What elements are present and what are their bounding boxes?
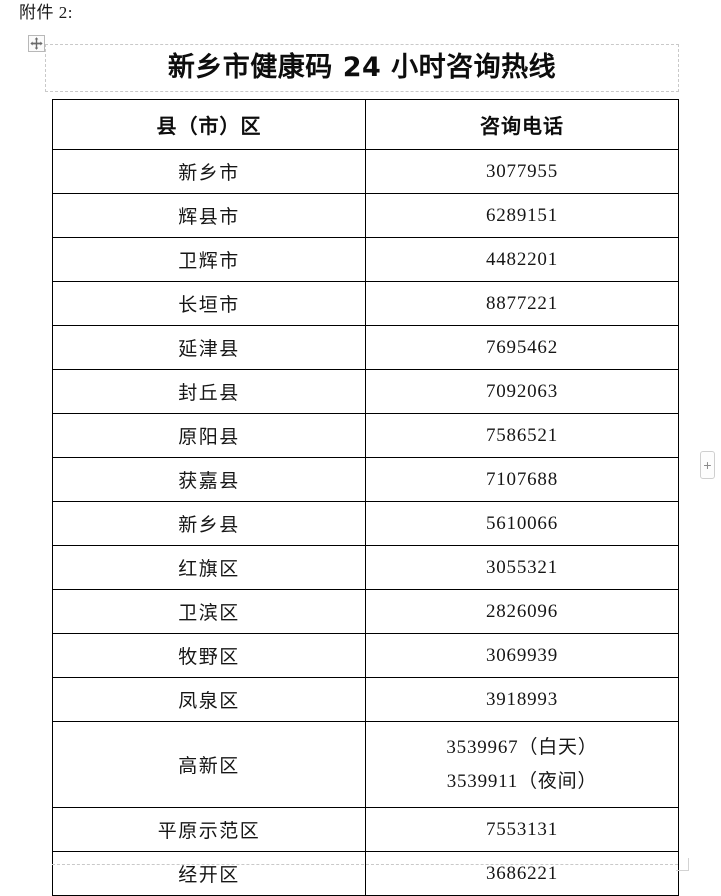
region-cell: 原阳县	[52, 413, 366, 458]
table-body: 新乡市 3077955 辉县市 6289151 卫辉市 4482201 长垣市 8877221…	[52, 149, 679, 896]
table-row: 原阳县 7586521	[52, 413, 679, 458]
phone-number: 5610066	[485, 512, 559, 534]
region-cell: 长垣市	[52, 281, 366, 326]
phone-number: 7092063	[485, 380, 559, 402]
region-cell: 辉县市	[52, 193, 366, 238]
table-header-row: 县（市）区 咨询电话	[52, 99, 679, 150]
table-resize-grip[interactable]	[676, 858, 689, 871]
phone-number: 3539967（白天）	[446, 736, 598, 758]
hotline-table: 县（市）区 咨询电话 新乡市 3077955 辉县市 6289151 卫辉市 448220…	[52, 99, 679, 896]
phone-cell: 7553131	[365, 807, 679, 852]
table-end-gridline	[52, 864, 678, 865]
table-row: 牧野区 3069939	[52, 633, 679, 678]
phone-cell: 7695462	[365, 325, 679, 370]
phone-number: 2826096	[485, 600, 559, 622]
phone-cell: 3055321	[365, 545, 679, 590]
phone-cell: 2826096	[365, 589, 679, 634]
phone-cell: 7586521	[365, 413, 679, 458]
table-title: 新乡市健康码 24 小时咨询热线	[167, 52, 557, 83]
region-cell: 凤泉区	[52, 677, 366, 722]
phone-cell: 7092063	[365, 369, 679, 414]
insert-column-button[interactable]: +	[700, 451, 715, 479]
region-cell: 新乡县	[52, 501, 366, 546]
region-cell: 新乡市	[52, 149, 366, 194]
table-title-row: 新乡市健康码 24 小时咨询热线	[45, 44, 679, 92]
column-header-phone: 咨询电话	[365, 99, 679, 150]
table-row: 卫辉市 4482201	[52, 237, 679, 282]
phone-number: 4482201	[485, 248, 559, 270]
phone-cell: 3069939	[365, 633, 679, 678]
phone-number: 7695462	[485, 336, 559, 358]
phone-cell: 5610066	[365, 501, 679, 546]
region-cell: 延津县	[52, 325, 366, 370]
region-cell: 红旗区	[52, 545, 366, 590]
region-cell: 高新区	[52, 721, 366, 808]
table-row: 卫滨区 2826096	[52, 589, 679, 634]
phone-number: 7586521	[485, 424, 559, 446]
phone-cell: 7107688	[365, 457, 679, 502]
phone-number: 3077955	[485, 160, 559, 182]
plus-icon: +	[703, 457, 712, 473]
phone-number: 3069939	[485, 644, 559, 666]
table-row: 新乡市 3077955	[52, 149, 679, 194]
phone-number: 6289151	[485, 204, 559, 226]
region-cell: 平原示范区	[52, 807, 366, 852]
region-cell: 卫滨区	[52, 589, 366, 634]
table-row: 高新区 3539967（白天） 3539911（夜间）	[52, 721, 679, 808]
region-cell: 卫辉市	[52, 237, 366, 282]
table-move-handle[interactable]	[28, 35, 45, 52]
table-row: 封丘县 7092063	[52, 369, 679, 414]
phone-cell: 3918993	[365, 677, 679, 722]
table-row: 红旗区 3055321	[52, 545, 679, 590]
table-header: 县（市）区 咨询电话	[52, 99, 679, 150]
table-row: 辉县市 6289151	[52, 193, 679, 238]
phone-cell: 4482201	[365, 237, 679, 282]
table-row: 凤泉区 3918993	[52, 677, 679, 722]
region-cell: 牧野区	[52, 633, 366, 678]
region-cell: 封丘县	[52, 369, 366, 414]
table-row: 延津县 7695462	[52, 325, 679, 370]
move-cross-icon	[29, 36, 44, 51]
column-header-region: 县（市）区	[52, 99, 366, 150]
table-row: 长垣市 8877221	[52, 281, 679, 326]
phone-number: 7107688	[485, 468, 559, 490]
phone-number: 8877221	[485, 292, 559, 314]
table-row: 平原示范区 7553131	[52, 807, 679, 852]
phone-number: 3918993	[485, 688, 559, 710]
attachment-label: 附件 2:	[19, 3, 73, 22]
phone-cell: 6289151	[365, 193, 679, 238]
table-row: 新乡县 5610066	[52, 501, 679, 546]
phone-number: 3539911（夜间）	[446, 770, 598, 792]
region-cell: 获嘉县	[52, 457, 366, 502]
table-row: 获嘉县 7107688	[52, 457, 679, 502]
phone-cell: 3539967（白天） 3539911（夜间）	[365, 721, 679, 808]
phone-number: 3055321	[485, 556, 559, 578]
phone-cell: 3077955	[365, 149, 679, 194]
phone-cell: 8877221	[365, 281, 679, 326]
phone-number: 7553131	[485, 818, 559, 840]
